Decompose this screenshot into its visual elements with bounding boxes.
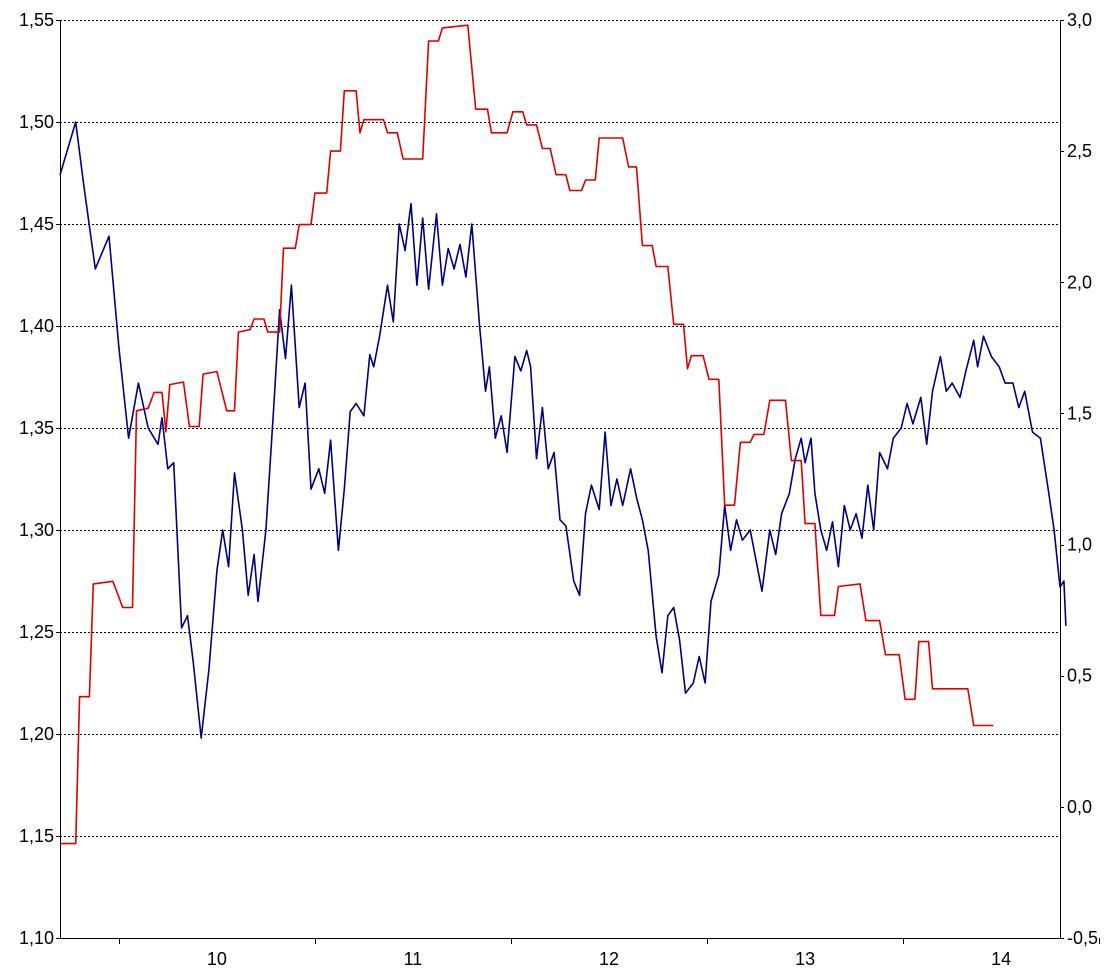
y-right-tick-label: 1,5 [1067,403,1092,423]
y-left-tick-label: 1,15 [19,826,54,846]
series-lines [59,24,1067,845]
x-tick-label: 12 [599,949,619,969]
x-tick-label: 14 [991,949,1011,969]
x-tick-label: 13 [795,949,815,969]
y-left-tick-label: 1,45 [19,214,54,234]
y-left-tick-label: 1,55 [19,10,54,30]
series-line-right-axis [60,24,994,845]
y-left-tick-label: 1,30 [19,520,54,540]
y-left-tick-label: 1,10 [19,928,54,948]
y-left-tick-label: 1,20 [19,724,54,744]
y-right-tick-label: 2,0 [1067,272,1092,292]
x-tick-label: 11 [404,949,423,969]
series-line-left-axis [59,121,1067,739]
y-left-tick-label: 1,40 [19,316,54,336]
grid-lines [60,20,1060,837]
y-right-tick-label: 0,0 [1067,797,1092,817]
x-tick-label: 10 [207,949,227,969]
y-right-tick-label: -0,5 [1067,928,1098,948]
y-left-tick-label: 1,35 [19,418,54,438]
y-right-tick-label: 3,0 [1067,10,1092,30]
axes [56,20,1100,944]
tick-labels: 1,10 1,15 1,20 1,25 1,30 1,35 1,40 1,45 1,50 1,55… [19,10,1098,969]
y-right-tick-label: 2,5 [1067,141,1092,161]
y-right-tick-label: 1,0 [1067,535,1092,555]
y-right-tick-label: 0,5 [1067,666,1092,686]
y-left-tick-label: 1,50 [19,112,54,132]
y-left-tick-label: 1,25 [19,622,54,642]
